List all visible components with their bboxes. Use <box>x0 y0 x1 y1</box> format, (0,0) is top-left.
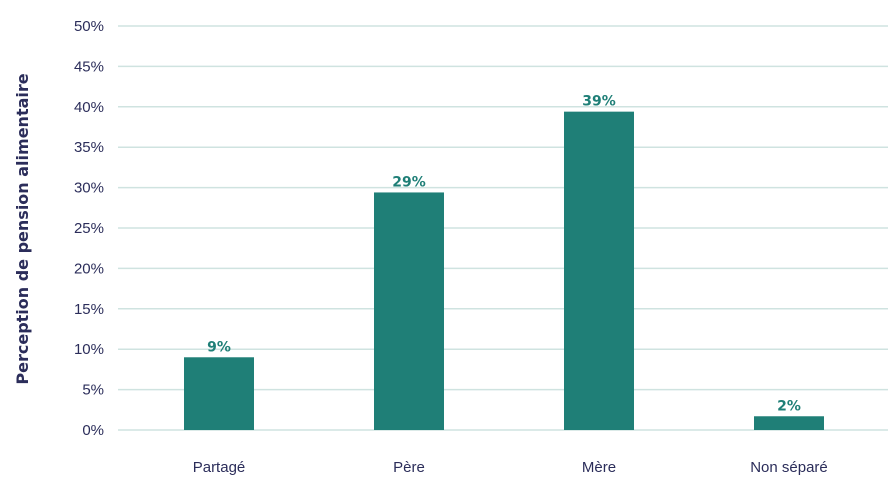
data-labels: 9% 29% 39% 2% <box>207 94 801 415</box>
data-label: 9% <box>207 339 231 355</box>
bar <box>754 416 824 430</box>
y-tick-label: 40% <box>74 99 104 116</box>
x-tick-label: Père <box>393 459 425 476</box>
y-tick-label: 30% <box>74 180 104 197</box>
data-label: 29% <box>392 174 426 190</box>
y-tick-label: 5% <box>82 382 104 399</box>
y-tick-label: 45% <box>74 58 104 75</box>
x-tick-label: Non séparé <box>750 459 828 476</box>
y-tick-label: 20% <box>74 260 104 277</box>
data-label: 2% <box>777 398 801 414</box>
bar <box>374 192 444 430</box>
y-axis-ticks: 0% 5% 10% 15% 20% 25% 30% 35% 40% 45% 50% <box>74 18 104 439</box>
x-tick-label: Mère <box>582 459 616 476</box>
bars <box>184 111 824 430</box>
y-tick-label: 25% <box>74 220 104 237</box>
y-tick-label: 10% <box>74 341 104 358</box>
data-label: 39% <box>582 94 616 110</box>
y-tick-label: 50% <box>74 18 104 35</box>
x-axis-ticks: Partagé Père Mère Non séparé <box>193 459 828 476</box>
x-tick-label: Partagé <box>193 459 246 476</box>
bar <box>184 357 254 430</box>
y-tick-label: 0% <box>82 422 104 439</box>
y-axis-label: Perception de pension alimentaire <box>13 73 32 384</box>
y-tick-label: 35% <box>74 139 104 156</box>
bar <box>564 111 634 430</box>
y-tick-label: 15% <box>74 301 104 318</box>
